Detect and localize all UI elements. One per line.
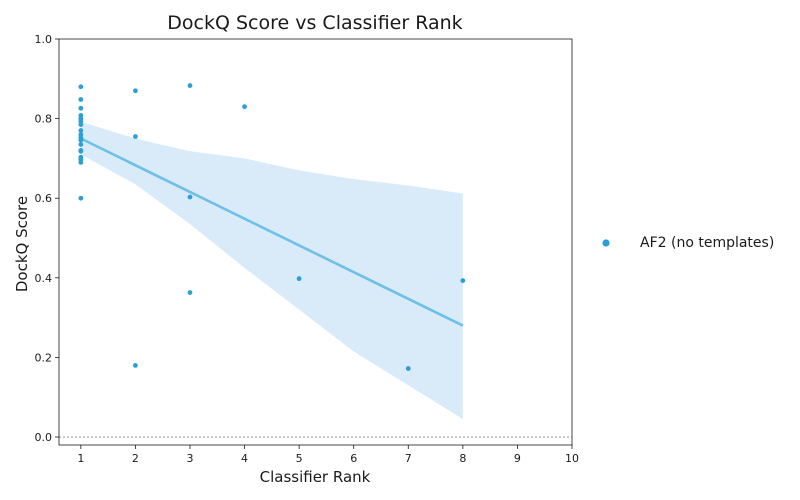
x-tick-label: 1 [77,452,84,465]
data-point [242,104,247,110]
x-tick-label: 7 [405,452,412,465]
data-point [187,194,193,200]
data-point [78,148,84,154]
data-point [133,88,138,94]
x-tick-label: 8 [459,452,466,465]
data-point [78,195,84,201]
data-point [78,128,84,133]
confidence-band [80,121,463,420]
x-tick-label: 4 [241,452,248,465]
data-point [187,290,193,295]
data-point [78,97,84,102]
legend-label: AF2 (no templates) [640,235,774,251]
y-tick-label: 0.0 [35,431,53,444]
data-point [187,83,193,88]
plot-frame [58,38,573,446]
y-tick-label: 0.8 [35,113,53,126]
y-tick-label: 0.2 [35,351,53,364]
data-point [133,134,138,139]
x-tick-label: 5 [296,452,303,465]
x-tick-label: 3 [186,452,193,465]
data-point [460,278,466,284]
data-point [78,84,84,90]
y-axis-label: DockQ Score [13,196,31,292]
data-points [78,83,466,371]
x-axis-label: Classifier Rank [260,468,371,486]
x-tick-label: 2 [132,452,139,465]
x-tick-label: 6 [350,452,357,465]
data-point [78,122,84,127]
chart-title: DockQ Score vs Classifier Rank [167,12,462,34]
data-point [296,276,302,282]
data-point [78,137,84,143]
data-point [78,142,84,147]
y-tick-label: 0.6 [35,192,53,205]
y-axis-ticks: 0.0 0.2 0.4 0.6 0.8 1.0 [35,33,59,444]
legend: AF2 (no templates) [602,235,774,251]
data-point [405,366,411,371]
legend-marker [602,239,610,247]
x-tick-label: 9 [514,452,521,465]
data-point [133,362,138,368]
x-tick-label: 10 [565,452,579,465]
plot-area [59,83,572,438]
data-point [78,159,84,165]
y-tick-label: 1.0 [35,33,53,46]
data-point [78,105,84,111]
x-axis-ticks: 1 2 3 4 5 6 7 8 9 10 [77,445,579,465]
y-tick-label: 0.4 [35,272,53,285]
regression-line [80,137,464,327]
